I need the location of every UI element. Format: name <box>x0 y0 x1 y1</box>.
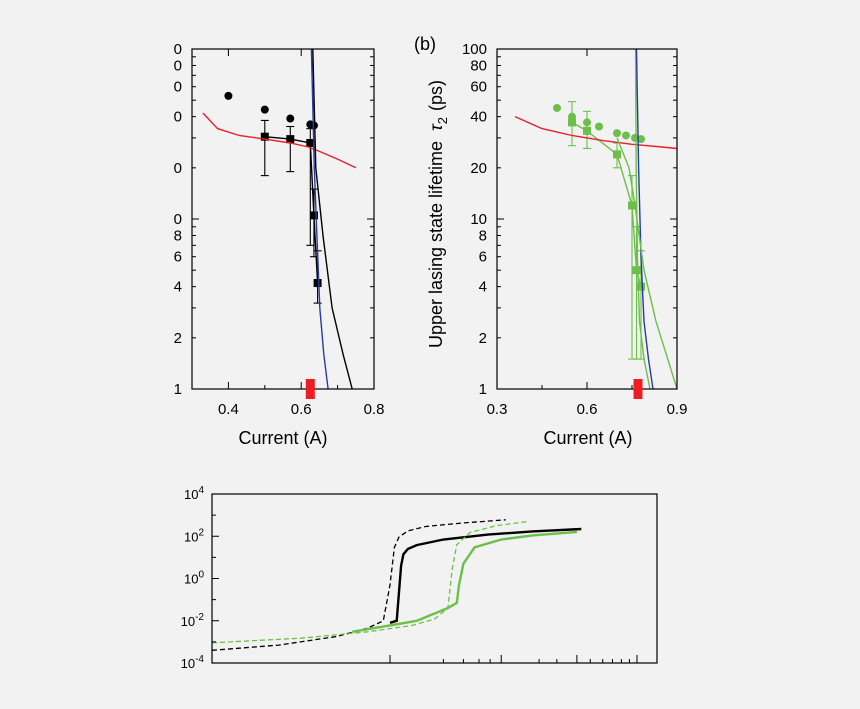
right-y-tick-label: 80 <box>470 57 487 74</box>
bottom-black-dashed-line <box>212 519 506 651</box>
right-y-tick-label: 2 <box>479 330 487 347</box>
right-x-tick-label: 0.6 <box>577 401 598 418</box>
bottom-y-tick-label: 10-4 <box>181 654 205 671</box>
right-y-tick-label: 20 <box>470 160 487 177</box>
bottom-y-tick-label: 100 <box>184 570 204 587</box>
right-y-axis-title-unit: (ps) <box>426 80 446 111</box>
right-y-tick-label: 10 <box>470 211 487 228</box>
left-x-tick-label: 0.8 <box>364 401 385 418</box>
right-threshold-marker <box>633 379 643 399</box>
right-circle-point <box>631 133 639 142</box>
right-circle-point <box>553 103 561 112</box>
left-y-tick-label: 0 <box>174 41 182 58</box>
right-y-tick-label: 6 <box>479 249 487 266</box>
right-y-axis-title-symbol: τ <box>426 123 446 131</box>
left-y-tick-label: 4 <box>174 279 182 296</box>
left-y-tick-label: 8 <box>174 227 182 244</box>
bottom-green-solid-line <box>351 530 577 633</box>
left-threshold-marker <box>305 379 315 399</box>
right-y-tick-label: 4 <box>479 279 487 296</box>
bottom-y-tick-label: 104 <box>184 485 204 502</box>
right-blue-model-line <box>635 49 654 389</box>
bottom-y-tick-exponent: -4 <box>195 654 204 665</box>
left-y-tick-label: 6 <box>174 249 182 266</box>
panel-label-b: (b) <box>414 34 436 54</box>
right-x-axis: 0.3 0.6 0.9 <box>487 49 688 418</box>
left-black-model-line <box>312 49 353 389</box>
bottom-y-tick-base: 10 <box>181 614 195 629</box>
left-x-tick-label: 0.4 <box>218 401 239 418</box>
right-y-tick-label: 40 <box>470 109 487 126</box>
left-red-model-line <box>202 112 357 169</box>
right-square-point <box>628 201 636 210</box>
right-square-point <box>568 118 576 127</box>
right-x-tick-label: 0.9 <box>667 401 688 418</box>
bottom-y-tick-exponent: 0 <box>198 570 204 581</box>
left-square-point <box>313 279 322 288</box>
left-circle-point <box>260 105 269 114</box>
bottom-plot-data <box>212 519 582 651</box>
right-green-model-fit-line <box>616 137 677 389</box>
bottom-black-solid-line <box>389 527 582 624</box>
left-circle-point <box>286 114 295 123</box>
left-square-point <box>309 211 318 220</box>
left-blue-model-line <box>310 49 329 389</box>
left-y-tick-label: 0 <box>174 109 182 126</box>
left-y-tick-label: 0 <box>174 79 182 96</box>
bottom-y-tick-base: 10 <box>184 572 198 587</box>
bottom-y-tick-label: 102 <box>184 527 204 544</box>
bottom-x-axis <box>389 655 638 663</box>
left-x-tick-label: 0.6 <box>291 401 312 418</box>
right-y-axis-title: Upper lasing state lifetime τ2 (ps) <box>426 80 450 348</box>
left-plot-data <box>202 49 357 389</box>
right-y-tick-label: 1 <box>479 381 487 398</box>
left-square-point <box>286 135 295 144</box>
bottom-y-tick-base: 10 <box>184 529 198 544</box>
right-x-axis-title: Current (A) <box>543 428 632 448</box>
right-y-axis-title-subscript: 2 <box>435 117 450 124</box>
bottom-y-tick-base: 10 <box>181 656 195 671</box>
left-square-point <box>306 138 315 147</box>
left-y-tick-label: 2 <box>174 330 182 347</box>
left-y-tick-label: 1 <box>174 381 182 398</box>
right-circle-point <box>595 122 603 131</box>
right-green-model-steep-line <box>634 49 651 389</box>
right-y-axis-title-text: Upper lasing state lifetime <box>426 141 446 348</box>
right-circle-point <box>622 131 630 140</box>
bottom-y-tick-exponent: 2 <box>198 527 204 538</box>
right-y-tick-label: 60 <box>470 79 487 96</box>
left-y-tick-label: 0 <box>174 160 182 177</box>
right-square-point <box>583 126 591 135</box>
bottom-y-tick-exponent: 4 <box>198 485 204 496</box>
right-y-tick-label: 100 <box>462 41 487 58</box>
left-circle-point <box>224 91 233 100</box>
left-y-tick-label: 0 <box>174 211 182 228</box>
left-x-axis: 0.4 0.6 0.8 <box>191 49 385 418</box>
right-square-point <box>613 150 621 159</box>
right-circle-point <box>613 129 621 138</box>
bottom-y-tick-base: 10 <box>184 487 198 502</box>
left-y-tick-label: 0 <box>174 57 182 74</box>
right-square-point <box>637 282 645 291</box>
bottom-y-tick-label: 10-2 <box>181 612 205 629</box>
right-plot-data <box>514 49 677 389</box>
right-square-point <box>632 266 641 275</box>
right-circle-point <box>637 135 645 144</box>
bottom-y-tick-exponent: -2 <box>195 612 204 623</box>
right-y-tick-label: 8 <box>479 227 487 244</box>
right-x-tick-label: 0.3 <box>487 401 508 418</box>
left-x-axis-title: Current (A) <box>238 428 327 448</box>
right-red-model-line <box>514 115 677 150</box>
left-square-point <box>260 132 269 141</box>
